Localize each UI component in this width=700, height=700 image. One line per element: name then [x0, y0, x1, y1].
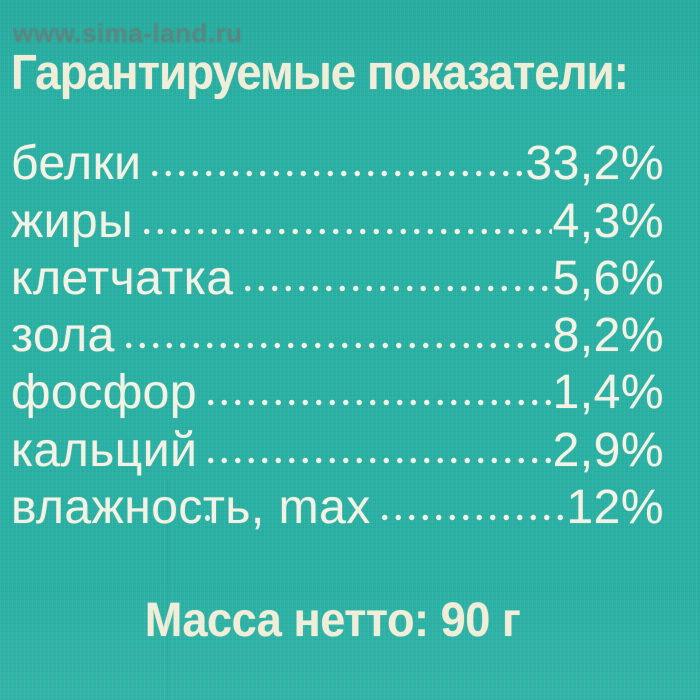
nutrition-row: зола 8,2%	[11, 303, 664, 360]
nutrient-value: 4,3%	[552, 194, 664, 248]
net-weight: Масса нетто: 90 г	[144, 594, 521, 647]
nutrient-value: 5,6%	[552, 251, 664, 305]
nutrition-row: жиры 4,3%	[11, 188, 664, 245]
fabric-crease	[167, 480, 169, 700]
nutrition-row: кальций 2,9%	[11, 417, 664, 474]
nutrient-value: 1,4%	[552, 366, 664, 420]
nutrient-value: 12%	[566, 481, 664, 535]
dot-leader	[377, 504, 566, 523]
nutrition-row: влажность, max 12%	[11, 475, 664, 532]
nutrient-value: 33,2%	[525, 137, 664, 191]
nutrient-label: клетчатка	[11, 251, 234, 305]
nutrient-label: зола	[11, 309, 115, 363]
dot-leader	[204, 446, 552, 465]
nutrition-row: фосфор 1,4%	[11, 360, 664, 417]
page-title: Гарантируемые показатели:	[11, 46, 629, 100]
nutrient-value: 2,9%	[552, 423, 664, 477]
nutrient-label: фосфор	[11, 366, 198, 420]
nutrition-list: белки 33,2% жиры 4,3% клетчатка 5,6% зол…	[11, 131, 664, 532]
dot-leader	[140, 217, 552, 236]
nutrient-label: жиры	[11, 194, 134, 248]
dust-speck	[205, 515, 210, 521]
nutrient-label: белки	[11, 137, 142, 191]
nutrient-value: 8,2%	[552, 309, 664, 363]
nutrient-label: кальций	[11, 423, 198, 477]
dot-leader	[121, 332, 552, 351]
dot-leader	[148, 160, 525, 179]
nutrition-row: клетчатка 5,6%	[11, 246, 664, 303]
nutrition-row: белки 33,2%	[11, 131, 664, 188]
dot-leader	[204, 389, 552, 408]
watermark: www.sima-land.ru	[13, 18, 243, 48]
dot-leader	[240, 274, 552, 293]
nutrient-label: влажность, max	[11, 481, 371, 535]
